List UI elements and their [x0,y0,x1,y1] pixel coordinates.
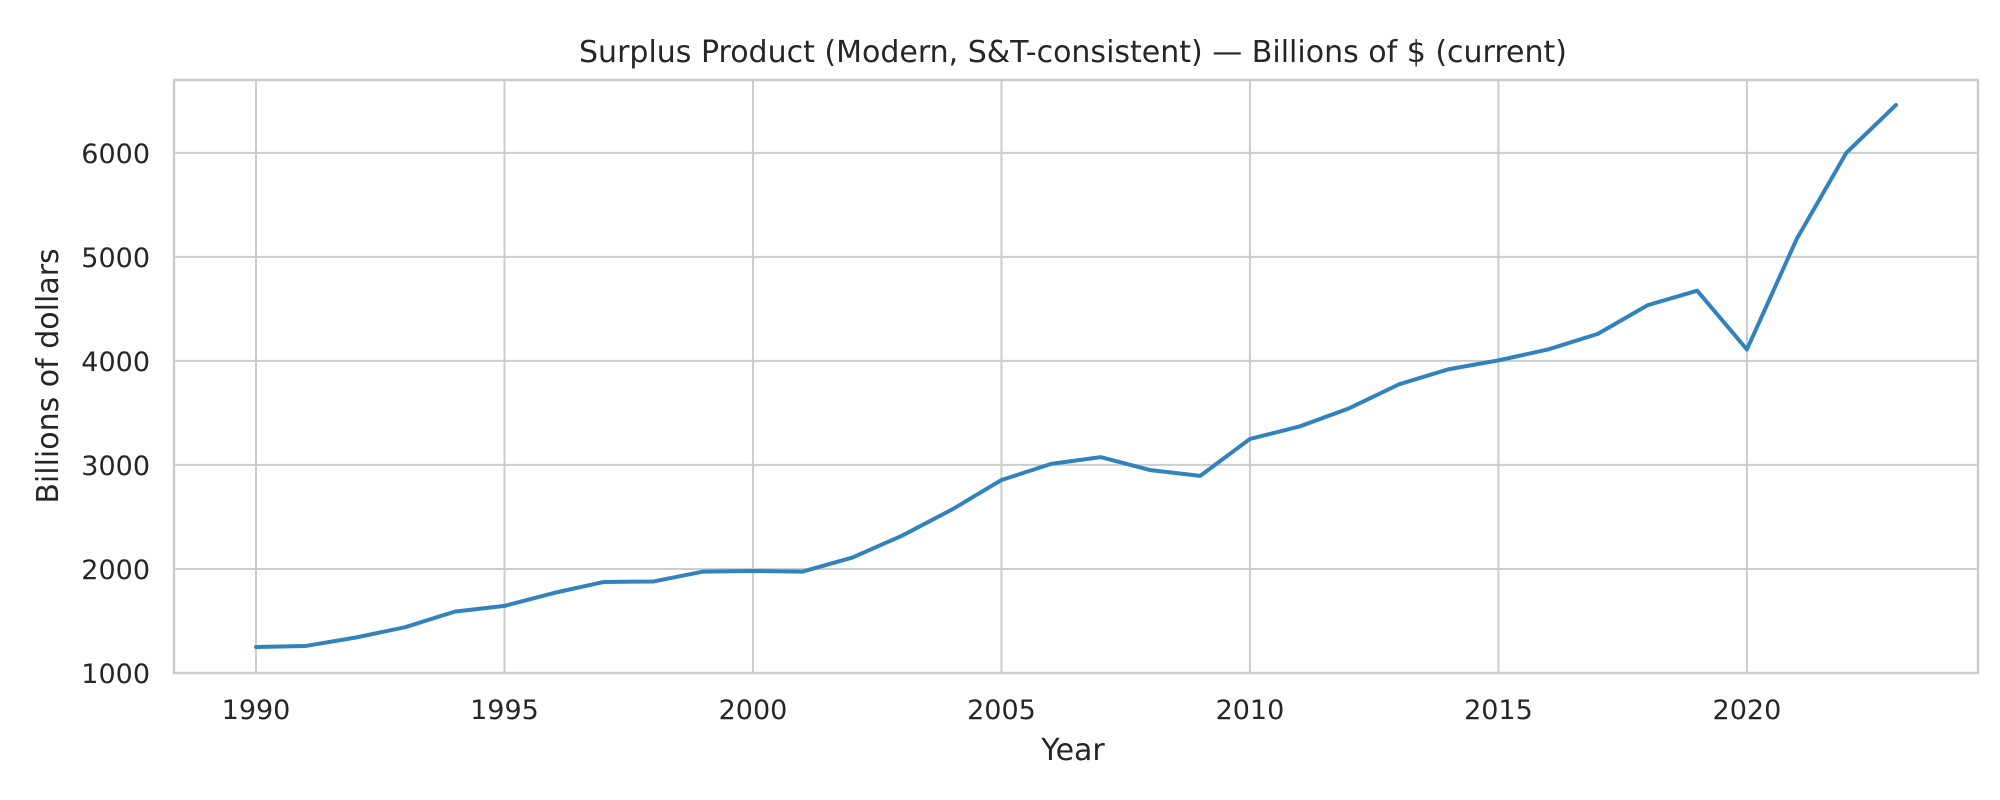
x-tick-label: 1990 [222,695,291,726]
y-tick-label: 2000 [81,555,150,586]
x-tick-label: 2005 [967,695,1036,726]
y-tick-label: 1000 [81,659,150,690]
y-tick-label: 6000 [81,139,150,170]
x-tick-label: 2000 [719,695,788,726]
y-axis: 1000 2000 3000 4000 5000 6000 [81,139,150,690]
y-tick-label: 3000 [81,451,150,482]
series-group [254,102,1898,649]
x-tick-label: 1995 [470,695,539,726]
series-line [254,102,1898,649]
chart-title: Surplus Product (Modern, S&T-consistent)… [579,35,1567,70]
y-axis-label: Billions of dollars [31,248,66,503]
y-tick-label: 4000 [81,347,150,378]
y-tick-label: 5000 [81,243,150,274]
plot-frame [172,78,1980,675]
x-axis-label: Year [1040,733,1105,768]
x-tick-label: 2010 [1216,695,1285,726]
x-tick-label: 2015 [1464,695,1533,726]
grid [174,80,1978,674]
x-axis: 1990 1995 2000 2005 2010 2015 2020 [222,695,1782,726]
x-tick-label: 2020 [1713,695,1782,726]
